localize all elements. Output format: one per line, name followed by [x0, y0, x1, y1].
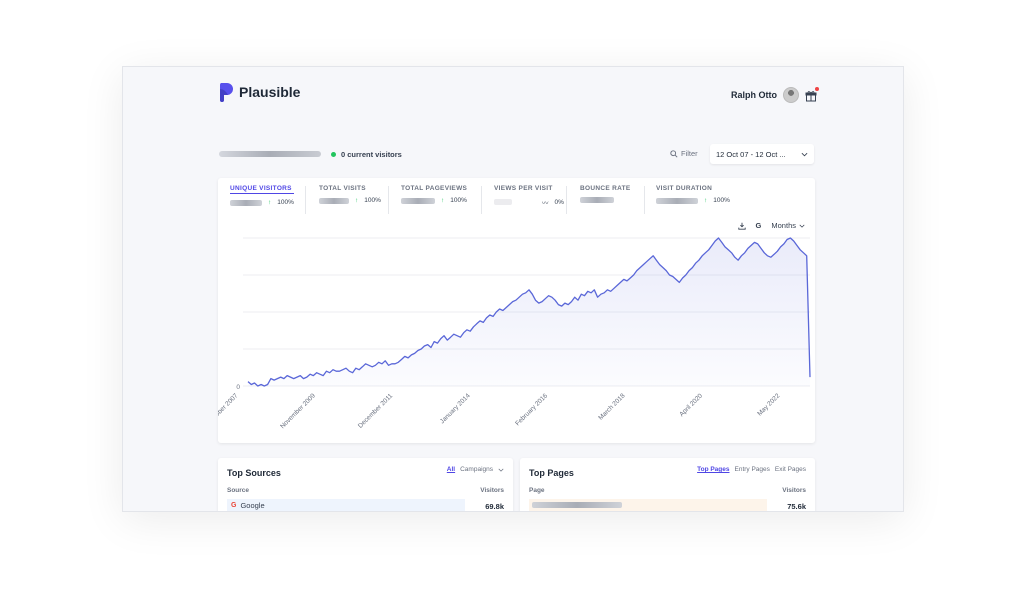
- tab-campaigns[interactable]: Campaigns: [460, 466, 493, 473]
- filter-button[interactable]: Filter: [670, 149, 698, 158]
- current-visitors[interactable]: 0 current visitors: [331, 150, 402, 159]
- series-line: [247, 237, 811, 387]
- metric-label: TOTAL VISITS: [319, 185, 366, 192]
- page-visitors: 75.6k: [787, 502, 806, 511]
- plausible-logo-icon: [218, 82, 234, 102]
- column-source: Source: [227, 487, 250, 494]
- top-pages-card: Top Pages Top Pages Entry Pages Exit Pag…: [520, 458, 815, 511]
- live-indicator-icon: [331, 152, 336, 157]
- metric-total-pageviews[interactable]: TOTAL PAGEVIEWS ↑ 100%: [401, 185, 467, 213]
- metric-value-hidden: [401, 197, 435, 204]
- metric-value-hidden: [319, 197, 349, 204]
- metric-label: VISIT DURATION: [656, 185, 713, 192]
- arrow-up-icon: ↑: [268, 199, 272, 206]
- notification-dot: [815, 87, 819, 91]
- divider: [388, 186, 389, 214]
- metric-change: 100%: [364, 197, 381, 204]
- metric-label: UNIQUE VISITORS: [230, 185, 294, 194]
- metric-change: 100%: [277, 199, 294, 206]
- metric-visit-duration[interactable]: VISIT DURATION ↑ 100%: [656, 185, 730, 213]
- metric-change: 100%: [450, 197, 467, 204]
- chevron-down-icon: [799, 224, 805, 228]
- arrow-up-icon: ↑: [355, 197, 359, 204]
- metric-bounce-rate[interactable]: BOUNCE RATE: [580, 185, 631, 213]
- metric-value-hidden: [230, 199, 262, 206]
- metric-label: TOTAL PAGEVIEWS: [401, 185, 468, 192]
- divider: [481, 186, 482, 214]
- top-pages-tabs: Top Pages Entry Pages Exit Pages: [697, 466, 806, 473]
- gift-icon[interactable]: [805, 87, 819, 102]
- tab-all[interactable]: All: [446, 466, 456, 473]
- search-icon: [670, 149, 678, 158]
- page-row[interactable]: [529, 499, 767, 511]
- interval-picker[interactable]: Months: [771, 221, 805, 230]
- metric-total-visits[interactable]: TOTAL VISITS ↑ 100%: [319, 185, 381, 213]
- x-tick-label: December 2011: [357, 392, 395, 430]
- google-icon[interactable]: G: [755, 221, 762, 230]
- x-tick-label: March 2018: [597, 392, 626, 421]
- chevron-down-icon: [801, 152, 808, 156]
- metric-change: 0%: [554, 198, 564, 206]
- column-visitors: Visitors: [480, 487, 504, 494]
- x-tick-label: May 2022: [756, 392, 781, 417]
- x-tick-label: January 2014: [439, 392, 472, 425]
- page-path-hidden: [532, 502, 622, 508]
- source-name: Google: [240, 500, 265, 510]
- metric-value-hidden: [656, 197, 698, 204]
- metric-label: VIEWS PER VISIT: [494, 185, 553, 192]
- tab-top-pages[interactable]: Top Pages: [697, 466, 730, 473]
- top-sources-card: Top Sources All Campaigns Source Visitor…: [218, 458, 513, 511]
- current-visitors-text: 0 current visitors: [341, 150, 402, 159]
- top-sources-title: Top Sources: [227, 468, 281, 478]
- flat-trend-icon: 〰: [542, 200, 549, 207]
- divider: [305, 186, 306, 214]
- top-pages-title: Top Pages: [529, 468, 574, 478]
- chart-tools: G Months: [737, 221, 805, 230]
- chevron-down-icon: [498, 468, 504, 472]
- divider: [644, 186, 645, 214]
- brand-logo[interactable]: Plausible: [218, 82, 300, 102]
- date-range-label: 12 Oct 07 - 12 Oct ...: [716, 149, 786, 159]
- download-icon[interactable]: [737, 222, 746, 230]
- google-icon: G: [231, 501, 237, 509]
- site-selector[interactable]: [219, 151, 321, 157]
- user-name: Ralph Otto: [731, 90, 777, 100]
- metric-views-per-visit[interactable]: VIEWS PER VISIT 〰 0%: [494, 185, 564, 213]
- arrow-up-icon: ↑: [704, 197, 708, 204]
- user-menu[interactable]: Ralph Otto: [731, 87, 819, 103]
- metric-change: 100%: [713, 197, 730, 204]
- app-window: Plausible Ralph Otto 0 current visitors …: [122, 66, 904, 512]
- x-tick-label: November 2009: [279, 392, 317, 430]
- divider: [566, 186, 567, 214]
- top-sources-tabs: All Campaigns: [447, 466, 504, 473]
- source-row[interactable]: G Google: [227, 499, 465, 511]
- metric-value-hidden: [494, 199, 512, 205]
- user-avatar[interactable]: [783, 87, 799, 103]
- metric-unique-visitors[interactable]: UNIQUE VISITORS ↑ 100%: [230, 185, 294, 213]
- arrow-up-icon: ↑: [441, 197, 445, 204]
- x-tick-label: October 2007: [218, 392, 240, 425]
- column-visitors: Visitors: [782, 487, 806, 494]
- metric-label: BOUNCE RATE: [580, 185, 631, 192]
- date-range-picker[interactable]: 12 Oct 07 - 12 Oct ...: [710, 144, 814, 164]
- visitors-chart-card: UNIQUE VISITORS ↑ 100% TOTAL VISITS ↑ 100%…: [218, 178, 815, 443]
- filter-label: Filter: [681, 149, 698, 158]
- brand-name: Plausible: [239, 84, 301, 100]
- metric-value-hidden: [580, 197, 614, 203]
- y-tick-label: 0: [236, 384, 240, 391]
- x-tick-label: February 2016: [514, 392, 549, 427]
- tab-entry-pages[interactable]: Entry Pages: [734, 466, 770, 473]
- tab-exit-pages[interactable]: Exit Pages: [774, 466, 806, 473]
- column-page: Page: [529, 487, 545, 494]
- interval-label: Months: [771, 221, 796, 230]
- x-tick-label: April 2020: [678, 392, 704, 418]
- source-visitors: 69.8k: [485, 502, 504, 511]
